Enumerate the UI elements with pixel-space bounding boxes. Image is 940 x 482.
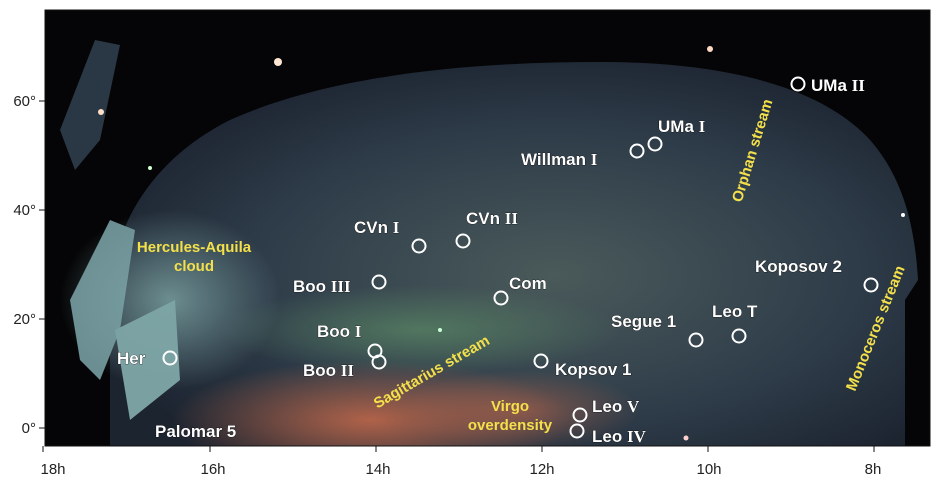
marker-cvn-ii — [455, 233, 471, 249]
marker-leo-iv — [569, 423, 585, 439]
marker-boo-ii — [371, 354, 387, 370]
label-uma-i: UMa I — [658, 117, 706, 136]
x-tick-label: 12h — [529, 461, 554, 478]
marker-willman-i — [629, 143, 645, 159]
label-virgo: Virgo — [491, 398, 529, 415]
label-palomar-5: Palomar 5 — [155, 422, 236, 441]
bright-star — [274, 58, 282, 66]
glow-hercules — [60, 210, 280, 390]
bright-star — [683, 435, 689, 441]
bright-star — [901, 213, 905, 217]
label-koposov-2: Koposov 2 — [755, 257, 842, 276]
y-tick-label: 0° — [22, 420, 36, 437]
label-boo-i: Boo I — [317, 322, 362, 341]
marker-leo-v — [572, 407, 588, 423]
marker-kopsov-1 — [533, 353, 549, 369]
y-tick-label: 20° — [13, 311, 36, 328]
bright-star — [98, 109, 104, 115]
marker-uma-i — [647, 136, 663, 152]
y-axis-ticks — [39, 100, 45, 429]
glow-virgo — [400, 370, 640, 446]
bright-star — [438, 328, 442, 332]
label-hercules-aquila: Hercules-Aquila — [137, 239, 252, 256]
label-boo-iii: Boo III — [293, 277, 351, 296]
label-leo-t: Leo T — [712, 302, 758, 321]
x-axis-ticks — [42, 446, 875, 452]
y-tick-label: 60° — [13, 93, 36, 110]
survey-stripe-left — [60, 40, 120, 170]
label-com: Com — [509, 274, 547, 293]
bright-star — [707, 46, 713, 52]
x-tick-label: 8h — [865, 461, 882, 478]
label-virgo-line2: overdensity — [468, 417, 553, 434]
glow-green — [220, 285, 620, 375]
object-markers — [162, 76, 879, 439]
label-willman-i: Willman I — [521, 150, 598, 169]
marker-her — [162, 350, 178, 366]
label-segue-1: Segue 1 — [611, 312, 676, 331]
label-cvn-i: CVn I — [354, 218, 400, 237]
label-kopsov-1: Kopsov 1 — [555, 360, 632, 379]
label-cvn-ii: CVn II — [466, 209, 518, 228]
label-hercules-aquila-line2: cloud — [174, 258, 214, 275]
marker-com — [493, 290, 509, 306]
x-tick-label: 10h — [696, 461, 721, 478]
marker-uma-ii — [790, 76, 806, 92]
marker-cvn-i — [411, 238, 427, 254]
bright-star — [148, 166, 152, 170]
label-uma-ii: UMa II — [811, 76, 865, 95]
label-leo-iv: Leo IV — [592, 427, 647, 446]
x-tick-label: 16h — [200, 461, 225, 478]
x-tick-label: 18h — [40, 461, 65, 478]
marker-segue-1 — [688, 332, 704, 348]
label-leo-v: Leo V — [592, 397, 640, 416]
marker-boo-iii — [371, 274, 387, 290]
label-her: Her — [117, 349, 146, 368]
marker-koposov-2 — [863, 277, 879, 293]
y-tick-label: 40° — [13, 202, 36, 219]
plot-frame — [44, 9, 931, 447]
x-tick-label: 14h — [365, 461, 390, 478]
marker-leo-t — [731, 328, 747, 344]
label-boo-ii: Boo II — [303, 361, 354, 380]
